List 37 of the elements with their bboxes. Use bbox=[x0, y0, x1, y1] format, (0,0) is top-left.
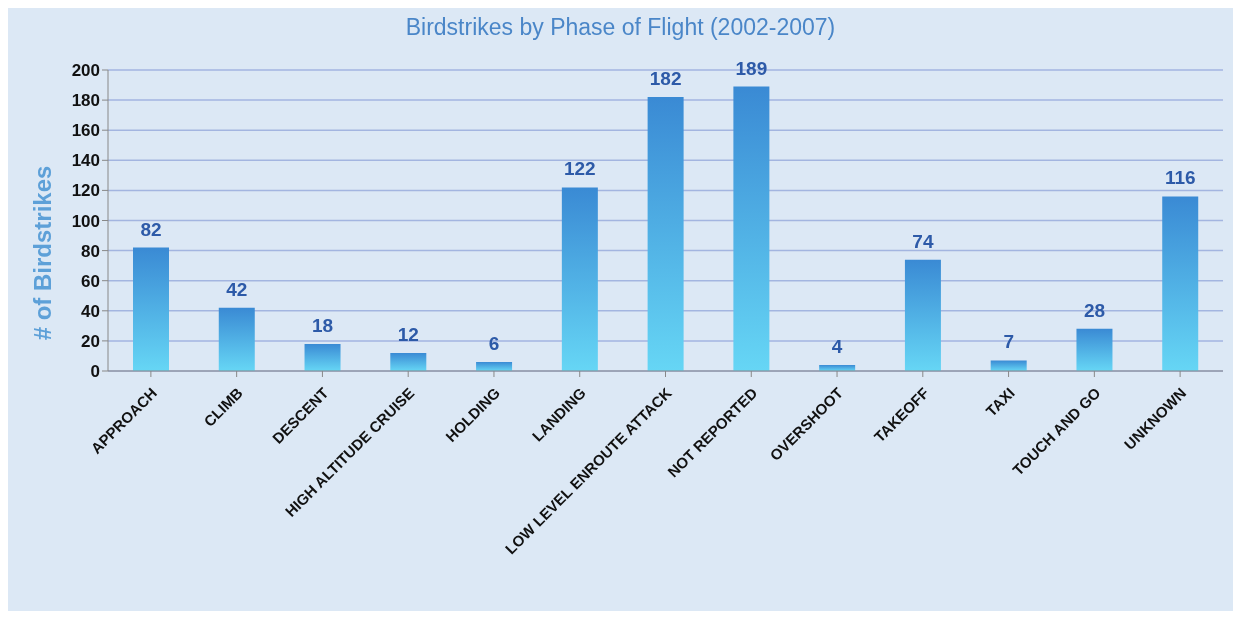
bar bbox=[1162, 196, 1199, 371]
data-label: 116 bbox=[1164, 167, 1196, 189]
bar bbox=[561, 187, 598, 371]
bar bbox=[133, 247, 169, 371]
data-label: 182 bbox=[649, 68, 682, 90]
data-label: 42 bbox=[226, 278, 248, 300]
y-axis-title: # of Birdstrikes bbox=[29, 165, 57, 341]
data-label: 122 bbox=[563, 158, 596, 180]
bar bbox=[904, 259, 941, 371]
bar bbox=[390, 352, 427, 371]
y-tick-label: 160 bbox=[71, 121, 100, 141]
y-tick-label: 40 bbox=[81, 301, 100, 321]
y-tick-label: 180 bbox=[71, 91, 100, 111]
bar bbox=[304, 343, 341, 371]
y-tick-label: 100 bbox=[71, 211, 100, 231]
y-tick-label: 80 bbox=[81, 241, 100, 261]
data-label: 6 bbox=[488, 332, 500, 354]
y-tick-label: 120 bbox=[71, 181, 100, 201]
bar bbox=[647, 97, 684, 371]
data-label: 82 bbox=[140, 218, 162, 240]
y-tick-label: 200 bbox=[71, 61, 100, 81]
bar bbox=[990, 360, 1027, 371]
data-label: 28 bbox=[1083, 299, 1106, 321]
data-label: 18 bbox=[311, 314, 334, 336]
data-label: 12 bbox=[397, 323, 419, 345]
data-label: 4 bbox=[831, 335, 843, 357]
data-label: 7 bbox=[1003, 331, 1014, 353]
y-tick-label: 0 bbox=[90, 362, 100, 382]
bar bbox=[733, 86, 770, 371]
y-tick-label: 60 bbox=[81, 271, 100, 291]
bar bbox=[1076, 328, 1113, 371]
data-label: 74 bbox=[912, 230, 934, 252]
y-tick-label: 20 bbox=[81, 331, 100, 351]
bar bbox=[218, 307, 255, 371]
chart-title: Birdstrikes by Phase of Flight (2002-2007) bbox=[404, 14, 837, 41]
data-label: 189 bbox=[735, 57, 768, 79]
y-tick-label: 140 bbox=[71, 151, 100, 171]
